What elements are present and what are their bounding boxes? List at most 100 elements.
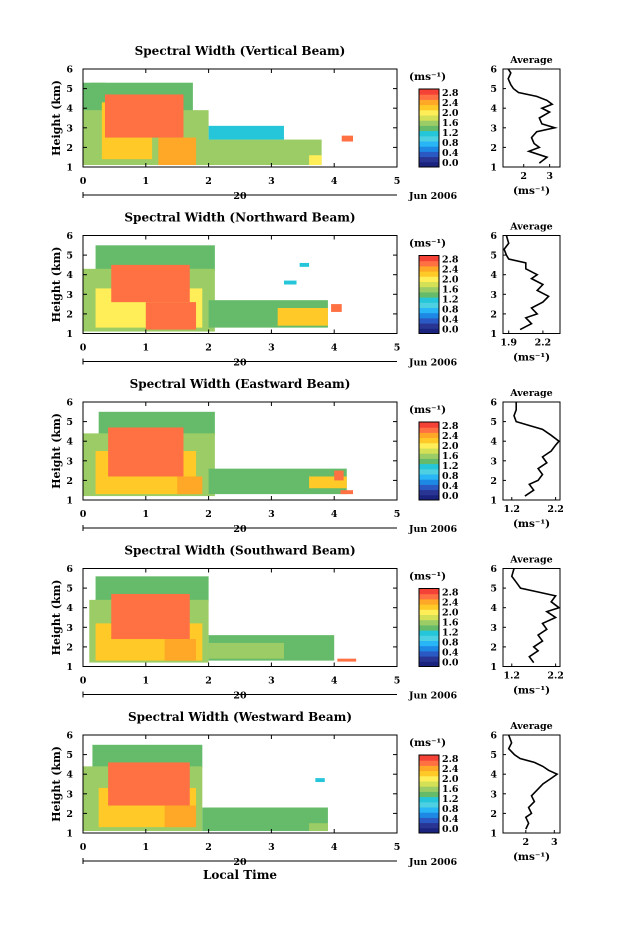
colorbar-tick-label: 0.8 xyxy=(442,138,459,149)
y-tick-label: 5 xyxy=(66,251,73,262)
panel-title: Spectral Width (Southward Beam) xyxy=(124,544,355,558)
colorbar-tick-label: 1.6 xyxy=(442,451,459,462)
date-label: Jun 2006 xyxy=(408,358,457,369)
colorbar-segment xyxy=(419,458,439,465)
colorbar-segment xyxy=(419,775,439,782)
colorbar-segment xyxy=(419,630,439,636)
date-label: Jun 2006 xyxy=(408,857,457,868)
y-tick-label: 6 xyxy=(66,65,73,76)
y-axis-title: Height (km) xyxy=(50,413,63,489)
plot-frame xyxy=(82,235,398,334)
x-tick-label: 2 xyxy=(205,509,212,520)
heatmap-cell xyxy=(104,94,184,138)
colorbar-segment xyxy=(419,796,439,803)
heatmap-cell xyxy=(145,302,197,330)
colorbar-unit: (ms⁻¹) xyxy=(409,737,446,749)
profile-title: Average xyxy=(509,222,552,233)
x-tick-label: 3 xyxy=(268,676,275,687)
heatmap-cell xyxy=(341,135,354,142)
profile-y-label: 5 xyxy=(490,750,497,761)
colorbar-frame xyxy=(418,88,440,168)
profile-y-label: 6 xyxy=(490,65,497,76)
y-axis-title: Height (km) xyxy=(50,580,63,656)
x-tick-label: 5 xyxy=(394,176,401,187)
day-label: 20 xyxy=(233,857,247,868)
colorbar-tick-label: 2.8 xyxy=(442,88,459,99)
colorbar-tick-label: 0.0 xyxy=(442,824,459,835)
profile-y-label: 3 xyxy=(490,623,497,634)
y-tick-label: 2 xyxy=(66,809,73,820)
colorbar-segment xyxy=(419,614,439,621)
x-tick-label: 4 xyxy=(331,343,338,354)
heatmap-cell xyxy=(111,264,190,303)
colorbar-segment xyxy=(419,427,439,433)
colorbar-segment xyxy=(419,801,439,808)
colorbar-segment xyxy=(419,619,439,626)
profile-y-label: 5 xyxy=(490,417,497,428)
x-tick-label: 4 xyxy=(331,676,338,687)
colorbar-tick-label: 0.0 xyxy=(442,158,459,169)
profile-y-label: 4 xyxy=(490,603,497,614)
y-tick-label: 6 xyxy=(66,398,73,409)
profile-y-label: 2 xyxy=(490,642,497,653)
colorbar-segment xyxy=(419,265,439,272)
x-tick-label: 5 xyxy=(394,676,401,687)
colorbar-segment xyxy=(419,479,439,485)
colorbar-segment xyxy=(419,125,439,132)
x-tick-label: 3 xyxy=(268,343,275,354)
y-axis-title: Height (km) xyxy=(50,746,63,822)
x-tick-label: 5 xyxy=(394,842,401,853)
colorbar-segment xyxy=(419,807,439,813)
y-tick-label: 2 xyxy=(66,309,73,320)
colorbar-segment xyxy=(419,827,439,834)
profile-y-label: 1 xyxy=(490,329,497,340)
colorbar-segment xyxy=(419,94,439,100)
heatmap-cell xyxy=(108,427,184,477)
colorbar-segment xyxy=(419,604,439,610)
profile-x-label: 2 xyxy=(520,171,527,182)
colorbar-segment xyxy=(419,609,439,615)
profile-y-label: 4 xyxy=(490,104,497,115)
colorbar-segment xyxy=(419,89,439,95)
colorbar-segment xyxy=(419,437,439,444)
heatmap-cell xyxy=(108,762,190,806)
colorbar-segment xyxy=(419,593,439,600)
profile-y-label: 3 xyxy=(490,456,497,467)
x-axis-label: Local Time xyxy=(203,868,277,882)
profile-x-label: 2 xyxy=(522,837,529,848)
profile-x-label: 3 xyxy=(551,837,558,848)
profile-y-label: 2 xyxy=(490,143,497,154)
colorbar-tick-label: 0.0 xyxy=(442,491,459,502)
colorbar-tick-label: 2.8 xyxy=(442,588,459,599)
colorbar-segment xyxy=(419,822,439,829)
y-tick-label: 6 xyxy=(66,564,73,575)
y-tick-label: 2 xyxy=(66,642,73,653)
profile-title: Average xyxy=(509,555,552,566)
profile-unit: (ms⁻¹) xyxy=(513,352,550,364)
plot-frame xyxy=(82,734,398,834)
profile-title: Average xyxy=(509,388,552,399)
colorbar-tick-label: 2.4 xyxy=(442,431,459,442)
date-label: Jun 2006 xyxy=(408,191,457,202)
profile-frame xyxy=(502,235,561,334)
date-label: Jun 2006 xyxy=(408,524,457,535)
profile-frame xyxy=(502,734,561,834)
y-tick-label: 4 xyxy=(66,603,73,614)
day-label: 20 xyxy=(233,358,247,369)
heatmap-cell xyxy=(299,262,310,267)
heatmap-cell xyxy=(309,155,322,166)
x-tick-label: 0 xyxy=(80,676,87,687)
x-tick-label: 3 xyxy=(268,176,275,187)
plot-frame xyxy=(82,68,398,168)
colorbar-unit: (ms⁻¹) xyxy=(409,238,446,250)
profile-y-label: 1 xyxy=(490,829,497,840)
heatmap-cell xyxy=(208,642,284,659)
heatmap-cell xyxy=(277,308,328,326)
colorbar-tick-label: 2.0 xyxy=(442,441,459,452)
colorbar-segment xyxy=(419,463,439,470)
y-tick-label: 5 xyxy=(66,750,73,761)
